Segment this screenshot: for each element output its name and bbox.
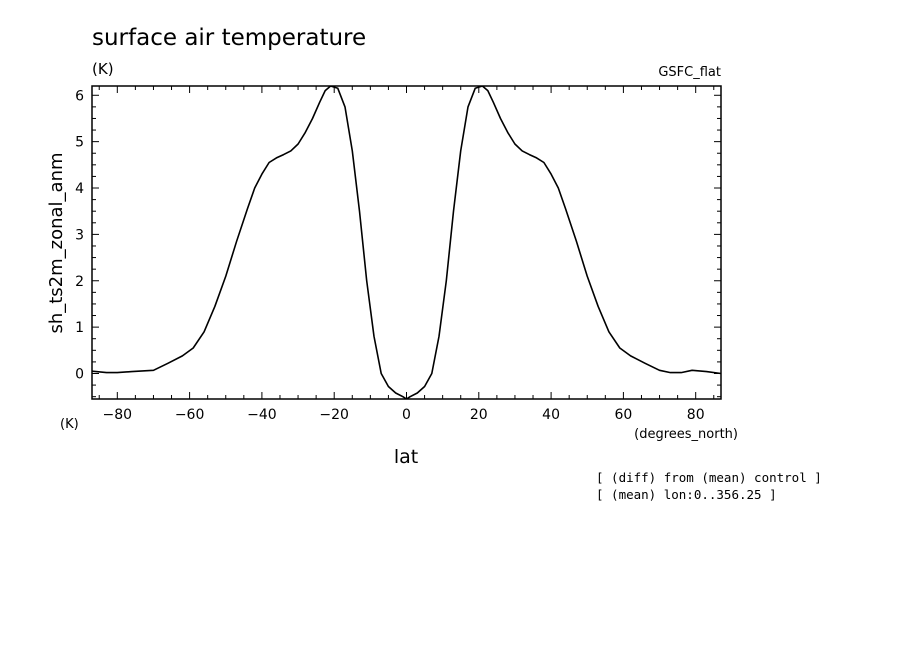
y-tick-label: 0 [75, 366, 84, 382]
x-tick-label: 40 [542, 407, 560, 423]
chart-title: surface air temperature [92, 25, 366, 51]
x-tick-label: −40 [247, 407, 277, 423]
note-mean: [ (mean) lon:0..356.25 ] [596, 487, 777, 502]
x-tick-label: 20 [470, 407, 488, 423]
x-tick-label: −20 [319, 407, 349, 423]
y-tick-label: 3 [75, 227, 84, 243]
y-axis-label: sh_ts2m_zonal_anm [46, 152, 67, 333]
x-tick-label: 80 [687, 407, 705, 423]
x-tick-label: −60 [175, 407, 205, 423]
y-axis-ticks: 0 1 2 3 4 5 6 [75, 88, 721, 398]
x-axis-units: (degrees_north) [634, 427, 738, 442]
x-axis-label: lat [394, 446, 418, 468]
y-tick-label: 2 [75, 274, 84, 290]
source-label: GSFC_flat [658, 65, 721, 80]
x-tick-label: −80 [103, 407, 133, 423]
y-tick-label: 6 [75, 88, 84, 104]
plot-area: −80 −60 −40 −20 0 20 40 60 80 0 1 2 3 4 5 6 [75, 85, 722, 423]
x-tick-label: 0 [402, 407, 411, 423]
y-tick-label: 5 [75, 135, 84, 151]
series-group [92, 86, 721, 399]
left-units-label: (K) [60, 417, 79, 432]
y-tick-label: 1 [75, 320, 84, 336]
x-axis-ticks: −80 −60 −40 −20 0 20 40 60 80 [98, 86, 715, 423]
y-tick-label: 4 [75, 181, 84, 197]
x-tick-label: 60 [614, 407, 632, 423]
top-units-label: (K) [92, 60, 114, 78]
note-diff: [ (diff) from (mean) control ] [596, 470, 822, 485]
series-line [92, 86, 721, 399]
